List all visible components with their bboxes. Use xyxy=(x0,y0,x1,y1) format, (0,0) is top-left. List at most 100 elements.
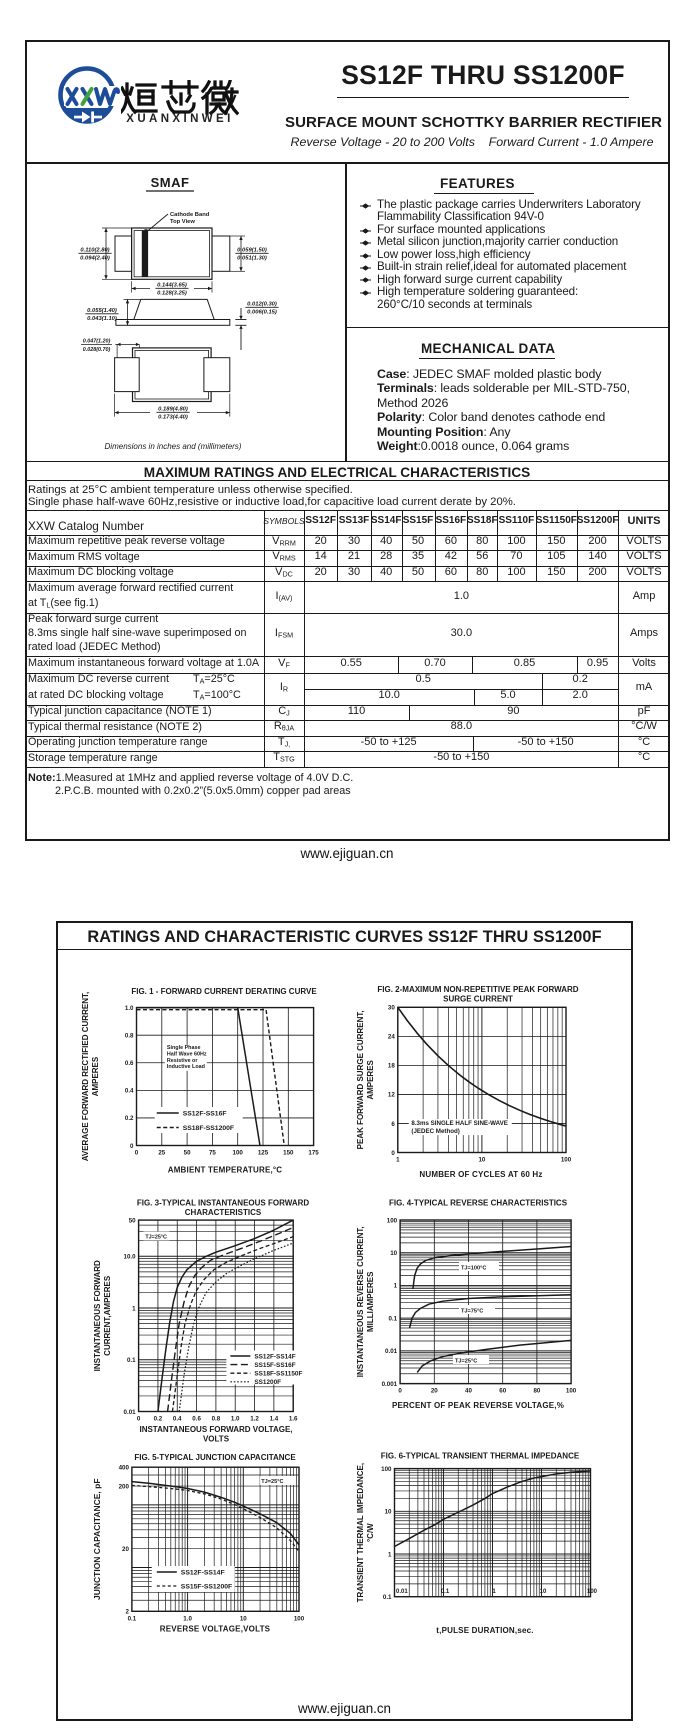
svg-text:10: 10 xyxy=(540,1589,547,1595)
svg-text:20: 20 xyxy=(122,1546,129,1553)
svg-text:0: 0 xyxy=(130,1143,134,1150)
svg-text:10: 10 xyxy=(390,1250,397,1257)
svg-text:100: 100 xyxy=(294,1615,305,1622)
svg-text:FIG. 4-TYPICAL REVERSE CHARACT: FIG. 4-TYPICAL REVERSE CHARACTERISTICS xyxy=(389,1199,568,1208)
svg-text:40: 40 xyxy=(465,1388,472,1395)
svg-text:CHARACTERISTICS: CHARACTERISTICS xyxy=(185,1208,262,1217)
svg-text:1.6: 1.6 xyxy=(289,1416,298,1423)
svg-text:10.0: 10.0 xyxy=(124,1254,137,1261)
svg-text:0: 0 xyxy=(391,1150,395,1157)
svg-text:100: 100 xyxy=(587,1589,598,1595)
svg-text:200: 200 xyxy=(119,1483,130,1490)
svg-text:FIG. 3-TYPICAL INSTANTANEOUS F: FIG. 3-TYPICAL INSTANTANEOUS FORWARD xyxy=(137,1199,310,1208)
svg-text:10: 10 xyxy=(385,1509,392,1516)
svg-text:0.189(4.80): 0.189(4.80) xyxy=(158,407,188,413)
svg-text:0.2: 0.2 xyxy=(125,1115,134,1122)
svg-text:SURGE CURRENT: SURGE CURRENT xyxy=(443,995,513,1004)
svg-text:PEAK FORWARD SURGE CURRENT,: PEAK FORWARD SURGE CURRENT, xyxy=(356,1010,365,1149)
svg-text:1.0: 1.0 xyxy=(183,1615,192,1622)
svg-text:Cathode Band: Cathode Band xyxy=(170,212,210,218)
svg-text:0.1: 0.1 xyxy=(388,1316,397,1323)
svg-text:VOLTS: VOLTS xyxy=(203,1435,230,1444)
svg-text:FIG. 1 - FORWARD CURRENT DERAT: FIG. 1 - FORWARD CURRENT DERATING CURVE xyxy=(131,987,317,996)
svg-text:MILLIAMPERES: MILLIAMPERES xyxy=(366,1271,375,1332)
svg-text:AMBIENT TEMPERATURE,°C: AMBIENT TEMPERATURE,°C xyxy=(168,1166,283,1175)
svg-text:0.01: 0.01 xyxy=(124,1409,137,1416)
svg-text:0.059(1.50): 0.059(1.50) xyxy=(237,248,267,254)
svg-text:0.144(3.65): 0.144(3.65) xyxy=(157,283,187,289)
svg-text:1: 1 xyxy=(394,1283,398,1290)
svg-text:0.4: 0.4 xyxy=(173,1416,182,1423)
svg-text:10: 10 xyxy=(478,1157,485,1164)
svg-text:0.8: 0.8 xyxy=(212,1416,221,1423)
svg-text:8.3ms SINGLE HALF SINE-WAVE: 8.3ms SINGLE HALF SINE-WAVE xyxy=(411,1120,508,1127)
svg-text:SS15F-SS16F: SS15F-SS16F xyxy=(254,1362,295,1369)
svg-text:30: 30 xyxy=(388,1005,395,1012)
svg-text:FIG. 2-MAXIMUM NON-REPETITIVE: FIG. 2-MAXIMUM NON-REPETITIVE PEAK FORWA… xyxy=(377,985,578,994)
svg-text:NUMBER OF CYCLES AT 60 Hz: NUMBER OF CYCLES AT 60 Hz xyxy=(419,1170,542,1179)
svg-text:0.006(0.15): 0.006(0.15) xyxy=(247,310,277,316)
svg-text:150: 150 xyxy=(283,1150,294,1157)
svg-text:80: 80 xyxy=(533,1388,540,1395)
svg-text:6: 6 xyxy=(391,1121,395,1128)
svg-text:125: 125 xyxy=(258,1150,269,1157)
svg-text:SS1200F: SS1200F xyxy=(254,1379,281,1386)
svg-text:0.001: 0.001 xyxy=(382,1381,398,1388)
svg-text:0.1: 0.1 xyxy=(128,1615,137,1622)
svg-text:0.6: 0.6 xyxy=(192,1416,201,1423)
svg-text:SS18F-SS1150F: SS18F-SS1150F xyxy=(254,1371,302,1378)
svg-text:CURRENT,AMPERES: CURRENT,AMPERES xyxy=(103,1275,112,1356)
svg-text:50: 50 xyxy=(184,1150,191,1157)
svg-text:10: 10 xyxy=(240,1615,247,1622)
svg-text:1.2: 1.2 xyxy=(250,1416,259,1423)
svg-text:°C/W: °C/W xyxy=(366,1523,375,1542)
svg-text:0.110(2.80): 0.110(2.80) xyxy=(80,248,109,254)
svg-text:PERCENT OF PEAK REVERSE VOLTAG: PERCENT OF PEAK REVERSE VOLTAGE,% xyxy=(392,1401,564,1410)
svg-text:0.043(1.10): 0.043(1.10) xyxy=(87,316,117,322)
svg-text:INSTANTANEOUS FORWARD: INSTANTANEOUS FORWARD xyxy=(93,1260,102,1371)
svg-text:INSTANTANEOUS FORWARD VOLTAGE,: INSTANTANEOUS FORWARD VOLTAGE, xyxy=(139,1425,292,1434)
svg-text:AMPERES: AMPERES xyxy=(91,1056,100,1096)
svg-text:TJ=25°C: TJ=25°C xyxy=(145,1235,167,1241)
svg-text:0.028(0.70): 0.028(0.70) xyxy=(83,347,111,353)
svg-text:0.2: 0.2 xyxy=(154,1416,163,1423)
svg-text:100: 100 xyxy=(233,1150,244,1157)
svg-text:0: 0 xyxy=(135,1150,139,1157)
svg-text:1: 1 xyxy=(396,1157,400,1164)
svg-text:AVERAGE FORWARD RECTIFIED CURR: AVERAGE FORWARD RECTIFIED CURRENT, xyxy=(81,992,90,1162)
svg-text:0.01: 0.01 xyxy=(396,1589,408,1595)
svg-text:0.094(2.40): 0.094(2.40) xyxy=(80,256,110,262)
svg-text:12: 12 xyxy=(388,1092,395,1099)
svg-text:SS15F-SS1200F: SS15F-SS1200F xyxy=(181,1584,232,1591)
svg-text:0.1: 0.1 xyxy=(383,1594,392,1601)
svg-text:SS12F-SS14F: SS12F-SS14F xyxy=(254,1353,295,1360)
svg-text:0.012(0.30): 0.012(0.30) xyxy=(247,302,277,308)
svg-text:75: 75 xyxy=(209,1150,216,1157)
svg-text:100: 100 xyxy=(566,1388,577,1395)
svg-text:FIG. 5-TYPICAL JUNCTION CAPACI: FIG. 5-TYPICAL JUNCTION CAPACITANCE xyxy=(134,1453,296,1462)
svg-text:TJ=75°C: TJ=75°C xyxy=(461,1309,483,1315)
svg-text:INSTANTANEOUS REVERSE CURRENT,: INSTANTANEOUS REVERSE CURRENT, xyxy=(356,1226,365,1377)
svg-text:20: 20 xyxy=(431,1388,438,1395)
svg-text:t,PULSE DURATION,sec.: t,PULSE DURATION,sec. xyxy=(436,1626,533,1635)
svg-text:0: 0 xyxy=(398,1388,402,1395)
svg-text:50: 50 xyxy=(129,1217,136,1224)
svg-text:TRANSIENT THERMAL IMPEDANCE,: TRANSIENT THERMAL IMPEDANCE, xyxy=(356,1463,365,1602)
svg-text:0.1: 0.1 xyxy=(441,1589,450,1595)
svg-text:1.4: 1.4 xyxy=(270,1416,279,1423)
svg-text:100: 100 xyxy=(561,1157,572,1164)
svg-text:0.051(1.30): 0.051(1.30) xyxy=(237,256,267,262)
svg-text:(JEDEC Method): (JEDEC Method) xyxy=(411,1128,459,1135)
svg-text:0.8: 0.8 xyxy=(125,1033,134,1040)
svg-text:TJ=25°C: TJ=25°C xyxy=(455,1359,477,1365)
svg-text:1: 1 xyxy=(132,1305,136,1312)
svg-text:1: 1 xyxy=(388,1551,392,1558)
svg-text:1.0: 1.0 xyxy=(125,1005,134,1012)
svg-text:0.1: 0.1 xyxy=(127,1357,136,1364)
svg-text:1: 1 xyxy=(492,1589,496,1595)
svg-text:400: 400 xyxy=(119,1465,130,1472)
svg-text:1.0: 1.0 xyxy=(231,1416,240,1423)
svg-text:FIG. 6-TYPICAL TRANSIENT THERM: FIG. 6-TYPICAL TRANSIENT THERMAL IMPEDAN… xyxy=(381,1452,580,1461)
svg-text:JUNCTION CAPACITANCE, pF: JUNCTION CAPACITANCE, pF xyxy=(92,1478,102,1600)
svg-text:Dimensions in inches and (mill: Dimensions in inches and (millimeters) xyxy=(105,442,242,451)
